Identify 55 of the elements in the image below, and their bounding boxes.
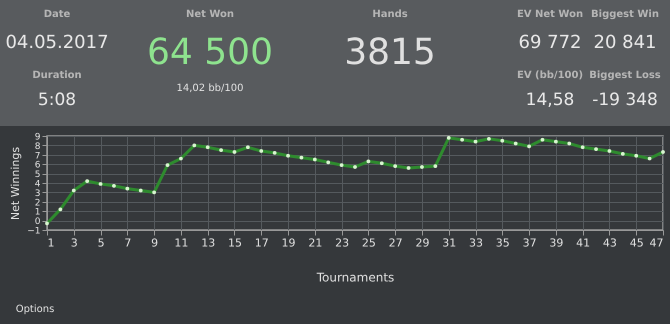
y-tick-label: 5 [34, 170, 40, 180]
y-tick-label: 2 [34, 198, 40, 208]
y-tick-label: 6 [34, 160, 41, 171]
text: EV (bb/100) [516, 70, 584, 81]
y-tick-label: 4 [34, 180, 41, 190]
y-tick-label: 0 [34, 217, 41, 228]
text: Hands [372, 9, 408, 20]
text: -19 348 [592, 90, 658, 110]
text: 14,58 [526, 90, 574, 110]
text: Net Won [186, 9, 234, 20]
x-tick-label: 27 [388, 236, 403, 250]
x-tick-label: 41 [576, 236, 590, 250]
x-tick-label: 33 [469, 236, 484, 250]
y-tick-label: 7 [34, 151, 40, 162]
text: 3815 [344, 32, 436, 73]
x-tick-label: 25 [362, 236, 376, 250]
text: Biggest Loss [589, 70, 661, 81]
text: Duration [32, 70, 82, 81]
y-tick-label: 9 [34, 132, 41, 142]
x-tick-label: 15 [228, 236, 242, 250]
x-tick-label: 5 [98, 236, 105, 250]
text: 64 500 [147, 32, 273, 73]
text: 20 841 [594, 32, 656, 53]
text: EV Net Won [516, 9, 584, 20]
text: 69 772 [518, 32, 582, 53]
y-tick-label: 3 [34, 188, 40, 199]
x-tick-label: 23 [335, 236, 350, 250]
x-tick-label: 21 [308, 236, 322, 250]
text: Options [16, 304, 54, 315]
x-tick-label: 1 [48, 236, 54, 250]
x-tick-label: 13 [201, 236, 216, 250]
x-tick-label: 7 [124, 236, 132, 250]
x-tick-label: 39 [549, 236, 564, 250]
x-tick-label: 19 [282, 236, 296, 250]
y-tick-label: 1 [34, 208, 40, 218]
x-axis-title: Tournaments [316, 270, 394, 284]
x-tick-label: 43 [602, 236, 617, 250]
text: Biggest Win [591, 9, 659, 20]
x-tick-label: 17 [254, 236, 269, 250]
x-tick-label: 31 [442, 236, 456, 250]
x-tick-label: 9 [151, 236, 158, 250]
text: 5:08 [38, 90, 76, 110]
text: 14,02 bb/100 [176, 83, 244, 94]
x-tick-label: 37 [522, 236, 537, 250]
x-tick-label: 29 [415, 236, 430, 250]
x-tick-label: 3 [70, 236, 78, 250]
x-tick-label: 35 [496, 236, 510, 250]
y-axis-title: Net Winnings [9, 146, 22, 220]
y-tick-label: −1 [27, 226, 40, 236]
text: 04.05.2017 [5, 32, 109, 53]
x-tick-label: 45 [630, 236, 644, 250]
text: Date [44, 9, 71, 20]
x-tick-label: 11 [174, 236, 188, 250]
y-tick-label: 8 [34, 142, 41, 152]
x-tick-label: 47 [650, 236, 664, 250]
